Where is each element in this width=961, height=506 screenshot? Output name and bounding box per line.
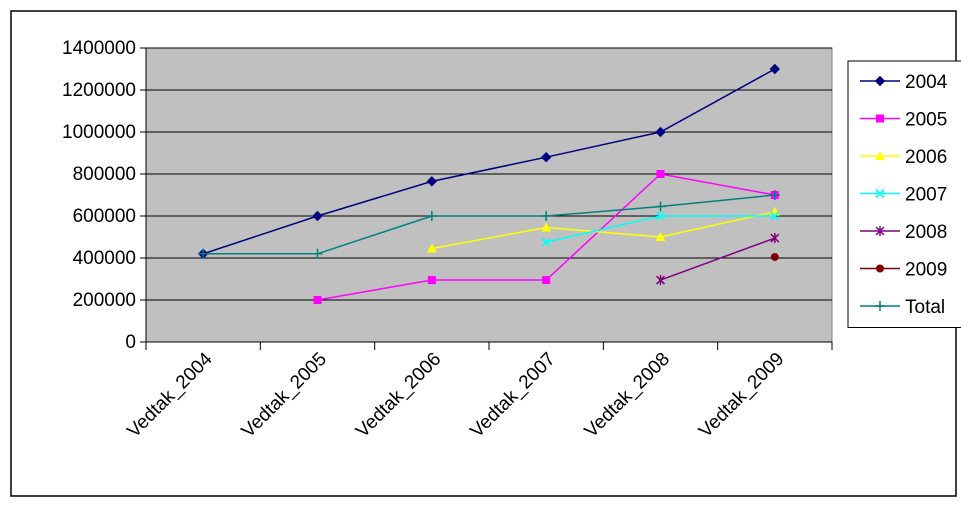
- y-tick-label: 1400000: [62, 38, 136, 59]
- legend: 2004 2005 2006 2007 2008 2009 Total: [847, 60, 961, 328]
- legend-label-total: Total: [905, 297, 945, 318]
- y-tick-label: 200000: [73, 290, 136, 311]
- data-point-total-vedtak-2008: [655, 201, 666, 212]
- legend-item-total: Total: [860, 297, 945, 318]
- data-point-2007-vedtak-2009: [770, 211, 780, 221]
- data-point-2008-vedtak-2009: [770, 233, 780, 244]
- legend-label-2008: 2008: [905, 222, 947, 243]
- y-tick-label: 800000: [73, 164, 136, 185]
- data-point-2004-vedtak-2005: [312, 210, 323, 222]
- legend-label-2009: 2009: [905, 260, 947, 281]
- legend-item-2007: 2007: [860, 185, 947, 206]
- data-point-2005-vedtak-2008: [656, 170, 665, 178]
- series-line-total: [203, 194, 775, 255]
- data-point-2007-vedtak-2008: [655, 211, 666, 221]
- data-point-total-vedtak-2006: [426, 211, 437, 221]
- data-point-2006-vedtak-2006: [426, 243, 437, 253]
- legend-marker-2005: [876, 114, 884, 123]
- y-tick-label: 0: [125, 332, 136, 353]
- legend-label-2005: 2005: [905, 110, 947, 131]
- series-2004: [197, 63, 781, 260]
- data-point-total-vedtak-2005: [312, 248, 323, 259]
- gridlines: [146, 47, 832, 301]
- series-layer: [197, 63, 781, 304]
- series-line-2008: [660, 237, 776, 281]
- data-point-2005-vedtak-2006: [427, 276, 436, 285]
- legend-marker-2008: [875, 226, 885, 236]
- plot-area: [145, 47, 833, 343]
- data-point-2005-vedtak-2005: [313, 296, 322, 304]
- legend-item-2009: 2009: [860, 260, 947, 281]
- data-point-2009-vedtak-2009: [770, 252, 779, 261]
- legend-marker-2006: [875, 151, 885, 160]
- series-2009: [770, 252, 779, 261]
- data-point-2004-vedtak-2008: [655, 126, 666, 138]
- data-point-total-vedtak-2007: [541, 211, 552, 221]
- legend-label-2004: 2004: [905, 72, 948, 93]
- series-total: [198, 190, 780, 259]
- data-point-2006-vedtak-2007: [541, 222, 552, 232]
- y-tick-label: 600000: [73, 206, 136, 227]
- series-2008: [655, 233, 780, 286]
- series-line-2006: [431, 211, 775, 250]
- legend-marker-total: [875, 301, 885, 311]
- legend-marker-2007: [875, 188, 885, 199]
- legend-marker-2004: [874, 75, 886, 87]
- data-point-2007-vedtak-2007: [541, 237, 551, 247]
- data-point-total-vedtak-2004: [198, 248, 209, 259]
- data-point-total-vedtak-2009: [769, 190, 780, 200]
- legend-marker-2009: [876, 264, 884, 273]
- data-point-2006-vedtak-2008: [655, 232, 666, 241]
- y-tick-label: 400000: [73, 248, 136, 269]
- data-point-2004-vedtak-2007: [540, 151, 552, 163]
- legend-label-2007: 2007: [905, 185, 947, 206]
- data-point-2004-vedtak-2006: [426, 176, 438, 187]
- y-tick-label: 1200000: [62, 80, 136, 101]
- series-2007: [541, 211, 780, 247]
- legend-item-2006: 2006: [860, 147, 947, 168]
- series-line-2004: [202, 68, 776, 255]
- data-point-2005-vedtak-2007: [542, 276, 551, 285]
- legend-item-2004: 2004: [860, 72, 948, 93]
- legend-item-2008: 2008: [860, 222, 947, 243]
- legend-item-2005: 2005: [860, 110, 947, 131]
- data-point-2008-vedtak-2008: [655, 275, 666, 286]
- legend-label-2006: 2006: [905, 147, 947, 168]
- y-tick-label: 1000000: [62, 122, 136, 143]
- data-point-2004-vedtak-2009: [769, 63, 781, 75]
